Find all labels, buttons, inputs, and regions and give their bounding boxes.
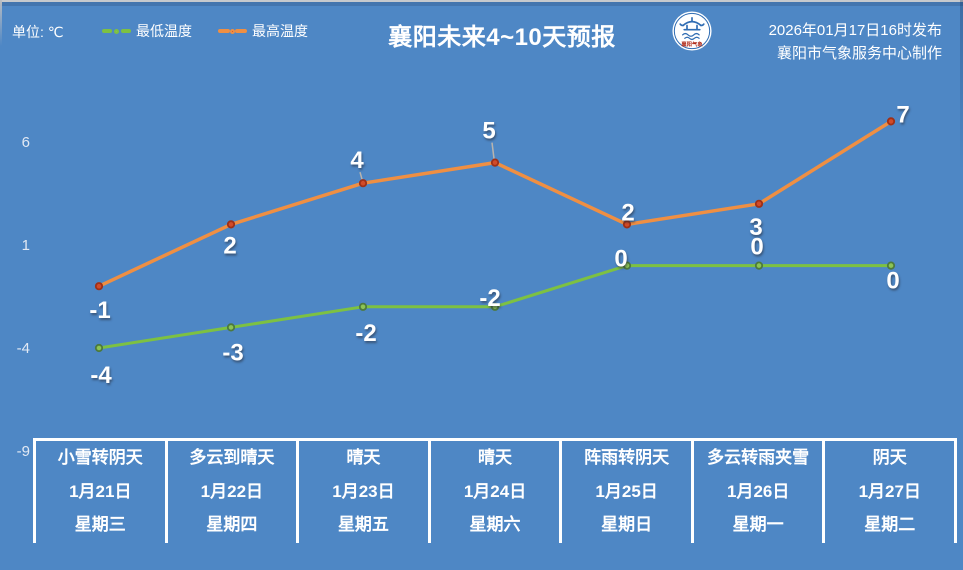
weather-text: 小雪转阴天 [57,448,143,467]
week-text: 星期四 [206,515,258,534]
data-label: 5 [482,118,495,145]
y-axis-tick: -9 [17,443,30,460]
forecast-cell: 晴天 1月24日 星期六 [431,441,563,543]
release-time: 2026年01月17日16时发布 [768,22,942,39]
data-label: 4 [350,147,364,174]
temp-line-0 [97,264,893,350]
data-point [226,220,236,229]
label-leader-line [359,171,363,180]
chart-legend: 最低温度 最高温度 [102,21,308,41]
logo-text: 襄阳气象 [680,40,703,48]
data-label: 0 [614,246,627,273]
y-axis-tick: 1 [22,237,30,254]
weather-text: 多云转雨夹雪 [707,448,810,467]
y-axis-tick: -4 [17,340,30,357]
week-text: 星期一 [732,515,784,534]
data-point [490,302,500,311]
forecast-cell: 阴天 1月27日 星期二 [825,441,958,543]
data-point [886,261,896,270]
window-right-shade [960,0,963,170]
window-top-shade [0,2,963,6]
data-label: 0 [750,234,763,261]
legend-item-min-temp: 最低温度 [102,21,192,41]
waves-icon [681,32,700,41]
window-left-edge [0,0,2,46]
data-point [490,158,500,167]
week-text: 星期三 [74,515,126,534]
legend-max-temp-label: 最高温度 [252,23,308,39]
date-text: 1月27日 [858,481,921,501]
week-text: 星期二 [864,515,916,534]
weather-text: 晴天 [478,448,513,467]
pavilion-icon [679,17,705,31]
weather-text: 晴天 [346,448,381,467]
week-text: 星期六 [469,515,521,534]
date-text: 1月24日 [463,481,527,501]
label-leader-line [491,142,495,159]
weather-bureau-logo: 襄阳气象 [672,11,712,51]
data-point [94,282,104,291]
date-text: 1月26日 [726,481,790,501]
release-info: 2026年01月17日16时发布 襄阳市气象服务中心制作 [769,19,942,65]
week-text: 星期日 [601,515,653,534]
data-label: 3 [749,214,762,241]
data-point [622,220,632,229]
data-label: 7 [896,101,909,128]
weather-text: 阴天 [872,448,907,467]
forecast-cell: 小雪转阴天 1月21日 星期三 [36,441,168,543]
weather-text: 多云到晴天 [189,448,275,467]
date-text: 1月21日 [69,481,132,501]
forecast-cell: 多云转雨夹雪 1月26日 星期一 [694,441,826,543]
window-top-edge [0,0,963,2]
unit-label: 单位: ℃ [12,24,64,40]
data-point [886,117,896,126]
legend-min-temp-label: 最低温度 [136,23,192,39]
data-point [94,343,104,353]
data-point [754,199,764,208]
temp-line-1 [97,119,893,288]
weather-text: 阵雨转阴天 [584,448,670,467]
max-temp-line-icon [218,28,247,34]
data-point [754,261,764,270]
date-text: 1月22日 [200,481,264,501]
forecast-cell: 晴天 1月23日 星期五 [299,441,431,543]
data-point [622,261,632,270]
date-text: 1月25日 [595,481,658,501]
min-temp-line-icon [102,28,131,34]
forecast-table: 小雪转阴天 1月21日 星期三 多云到晴天 1月22日 星期四 晴天 1月23日… [33,438,958,543]
data-point [226,323,236,332]
week-text: 星期五 [337,515,389,534]
data-label: -1 [89,297,110,324]
data-label: -3 [222,339,243,366]
data-label: -4 [90,362,112,389]
data-point [358,179,368,188]
page-title: 襄阳未来4~10天预报 [388,24,616,51]
date-text: 1月23日 [332,481,395,501]
forecast-cell: 多云到晴天 1月22日 星期四 [168,441,300,543]
forecast-cell: 阵雨转阴天 1月25日 星期日 [562,441,694,543]
data-label: -2 [355,320,376,347]
legend-item-max-temp: 最高温度 [218,21,308,41]
data-label: 2 [621,199,634,226]
data-label: 2 [223,232,236,259]
data-label: -2 [479,285,500,312]
y-axis-tick: 6 [22,134,30,151]
producer-name: 襄阳市气象服务中心制作 [776,45,942,62]
data-point [358,302,368,311]
data-label: 0 [886,268,899,295]
